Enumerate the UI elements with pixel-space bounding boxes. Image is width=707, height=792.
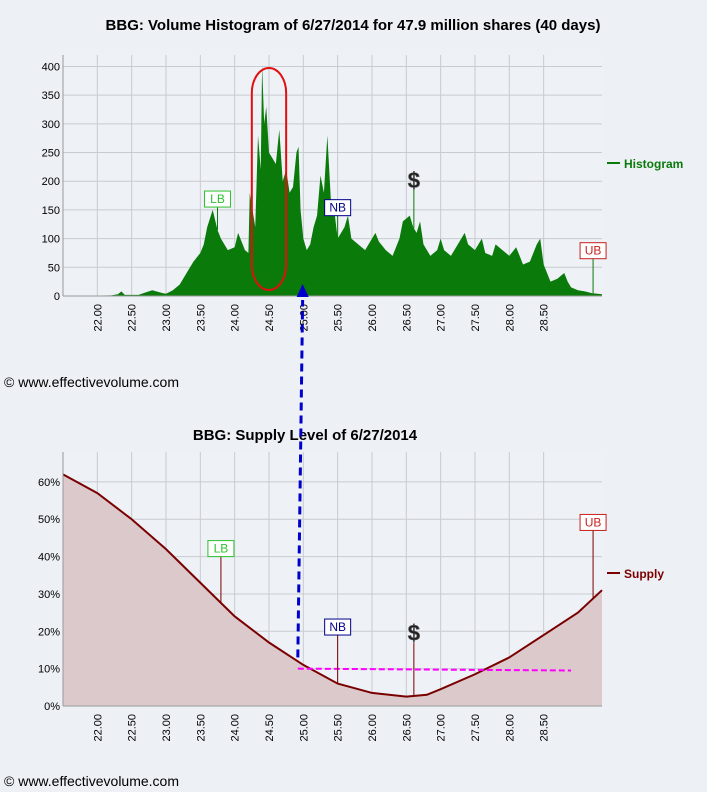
x-tick-label: 27.00 bbox=[436, 714, 448, 742]
supply-legend-label: Supply bbox=[624, 567, 664, 581]
y-tick-label: 100 bbox=[42, 234, 60, 246]
x-tick-label: 26.50 bbox=[401, 304, 413, 332]
x-tick-label: 24.50 bbox=[264, 304, 276, 332]
x-tick-label: 25.00 bbox=[298, 714, 310, 742]
supply-plot: 22.00 22.50 23.00 23.50 24.00 24.50 25.00 25.50… bbox=[38, 452, 607, 742]
y-tick-label: 10% bbox=[38, 664, 60, 676]
lb-marker-box bbox=[207, 540, 235, 558]
connector-arrow bbox=[296, 284, 309, 658]
x-tick-label: 27.50 bbox=[470, 304, 482, 332]
x-tick-label: 28.50 bbox=[539, 304, 551, 332]
connector-arrowhead bbox=[296, 284, 309, 297]
x-tick-label: 25.50 bbox=[333, 714, 345, 742]
histogram-plot: 22.00 22.50 23.00 23.50 24.00 24.50 25.00 25.50… bbox=[42, 55, 607, 332]
y-tick-label: 30% bbox=[38, 589, 60, 601]
copyright-bottom: © www.effectivevolume.com bbox=[4, 773, 180, 789]
y-tick-label: 250 bbox=[42, 148, 60, 160]
x-tick-label: 26.50 bbox=[401, 714, 413, 742]
x-tick-label: 24.50 bbox=[264, 714, 276, 742]
y-tick-label: 50 bbox=[48, 262, 60, 274]
x-tick-label: 22.50 bbox=[127, 304, 139, 332]
y-tick-label: 300 bbox=[42, 119, 60, 131]
dollar-marker: $ bbox=[408, 168, 420, 193]
x-tick-label: 26.00 bbox=[367, 714, 379, 742]
ub-marker-label: UB bbox=[585, 515, 602, 529]
x-tick-label: 27.00 bbox=[436, 304, 448, 332]
supply-area bbox=[63, 474, 602, 706]
x-tick-label: 23.50 bbox=[195, 304, 207, 332]
x-tick-label: 25.00 bbox=[298, 304, 310, 332]
y-tick-label: 0% bbox=[44, 701, 60, 713]
histogram-title: BBG: Volume Histogram of 6/27/2014 for 4… bbox=[106, 17, 601, 34]
ub-marker-box bbox=[579, 242, 607, 260]
x-tick-label: 22.00 bbox=[92, 304, 104, 332]
x-tick-label: 23.00 bbox=[161, 714, 173, 742]
nb-marker-box bbox=[324, 199, 352, 217]
x-tick-label: 22.00 bbox=[92, 714, 104, 742]
y-tick-label: 40% bbox=[38, 552, 60, 564]
peak-highlight bbox=[250, 67, 288, 291]
x-tick-label: 23.50 bbox=[195, 714, 207, 742]
y-tick-label: 150 bbox=[42, 205, 60, 217]
ub-marker-label: UB bbox=[585, 244, 602, 258]
histogram-area bbox=[63, 65, 602, 296]
x-tick-label: 26.00 bbox=[367, 304, 379, 332]
nb-marker-label: NB bbox=[329, 620, 346, 634]
x-tick-label: 28.00 bbox=[504, 714, 516, 742]
x-tick-label: 28.00 bbox=[504, 304, 516, 332]
x-tick-label: 24.00 bbox=[230, 304, 242, 332]
nb-marker-box bbox=[324, 618, 352, 636]
y-tick-label: 200 bbox=[42, 176, 60, 188]
ub-marker-box bbox=[579, 513, 607, 531]
x-tick-label: 23.00 bbox=[161, 304, 173, 332]
supply-line bbox=[62, 473, 603, 698]
trend-line bbox=[297, 667, 572, 672]
y-tick-label: 20% bbox=[38, 626, 60, 638]
histogram-legend-label: Histogram bbox=[624, 157, 683, 171]
supply-title: BBG: Supply Level of 6/27/2014 bbox=[193, 427, 418, 444]
copyright-top: © www.effectivevolume.com bbox=[4, 374, 180, 390]
x-tick-label: 25.50 bbox=[333, 304, 345, 332]
connector-line bbox=[296, 299, 305, 658]
nb-marker-label: NB bbox=[329, 201, 346, 215]
y-tick-label: 400 bbox=[42, 61, 60, 73]
lb-marker-label: LB bbox=[214, 542, 229, 556]
dollar-marker: $ bbox=[408, 621, 420, 646]
y-tick-label: 350 bbox=[42, 90, 60, 102]
lb-marker-box bbox=[203, 190, 231, 208]
x-tick-label: 22.50 bbox=[127, 714, 139, 742]
y-tick-label: 0 bbox=[54, 291, 60, 303]
lb-marker-label: LB bbox=[210, 192, 225, 206]
x-tick-label: 27.50 bbox=[470, 714, 482, 742]
x-tick-label: 24.00 bbox=[230, 714, 242, 742]
y-tick-label: 50% bbox=[38, 514, 60, 526]
x-tick-label: 28.50 bbox=[539, 714, 551, 742]
y-tick-label: 60% bbox=[38, 477, 60, 489]
